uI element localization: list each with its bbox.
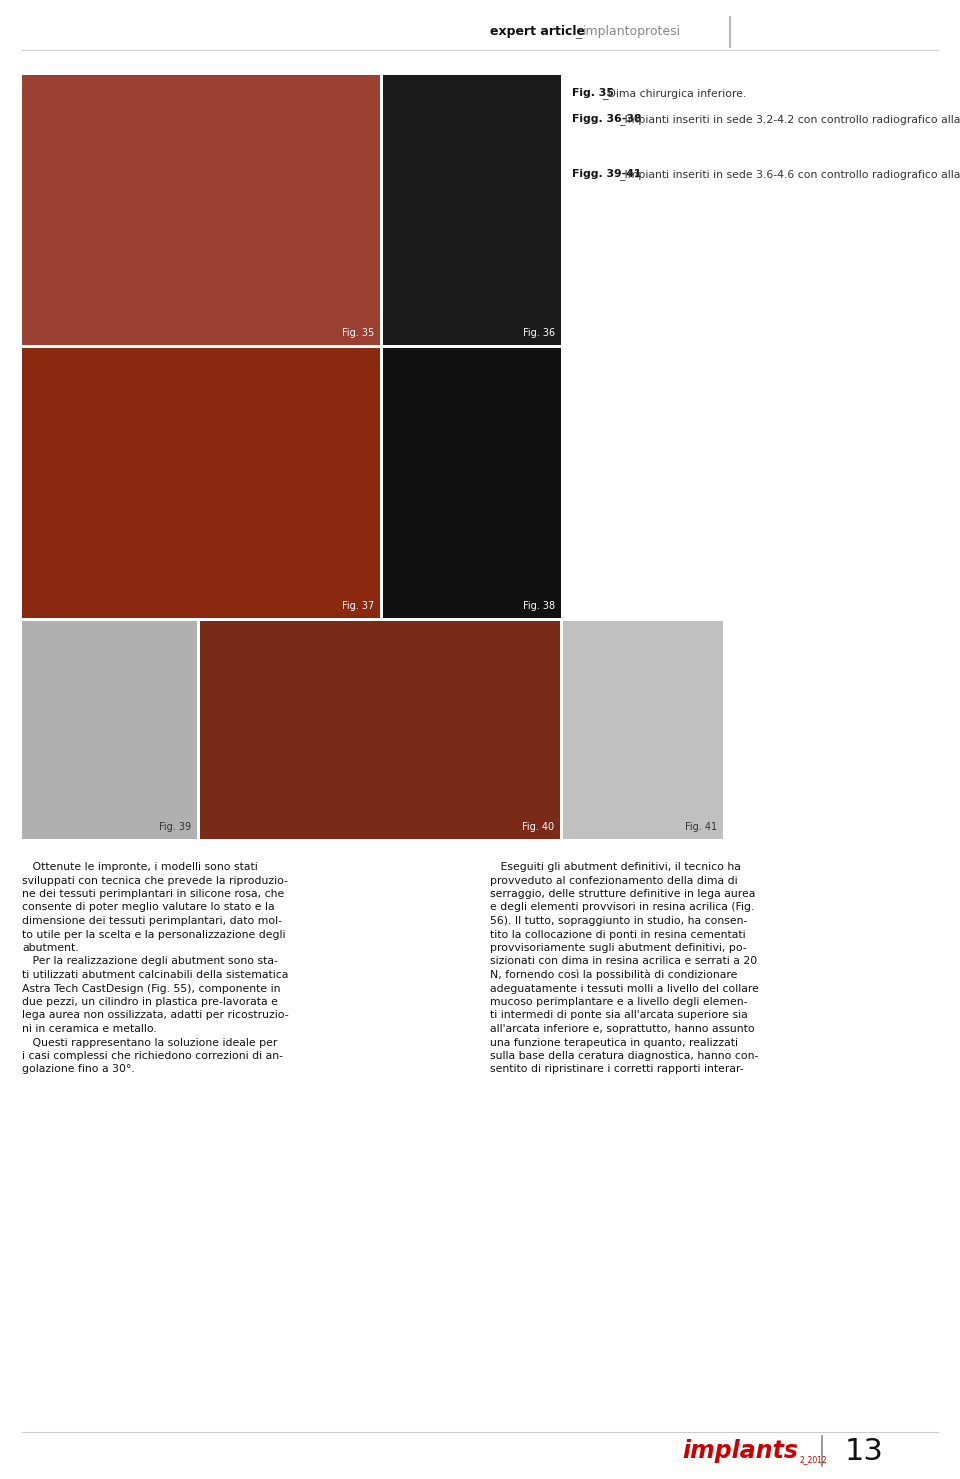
Bar xyxy=(22,348,380,618)
Text: sizionati con dima in resina acrilica e serrati a 20: sizionati con dima in resina acrilica e … xyxy=(490,957,757,966)
Text: Fig. 37: Fig. 37 xyxy=(342,600,374,611)
Text: to utile per la scelta e la personalizzazione degli: to utile per la scelta e la personalizza… xyxy=(22,929,285,939)
Bar xyxy=(383,75,561,345)
Text: sviluppati con tecnica che prevede la riproduzio-: sviluppati con tecnica che prevede la ri… xyxy=(22,876,288,886)
Text: 13: 13 xyxy=(845,1436,884,1466)
Text: Fig. 39: Fig. 39 xyxy=(158,822,191,833)
Text: sentito di ripristinare i corretti rapporti interar-: sentito di ripristinare i corretti rappo… xyxy=(490,1065,744,1075)
Text: dimensione dei tessuti perimplantari, dato mol-: dimensione dei tessuti perimplantari, da… xyxy=(22,916,282,926)
Bar xyxy=(22,621,197,839)
Text: implantoprotesi: implantoprotesi xyxy=(583,25,682,38)
Text: Fig. 38: Fig. 38 xyxy=(523,600,555,611)
Text: 2_2012: 2_2012 xyxy=(800,1455,828,1464)
Text: una funzione terapeutica in quanto, realizzati: una funzione terapeutica in quanto, real… xyxy=(490,1037,738,1047)
Text: ti utilizzati abutment calcinabili della sistematica: ti utilizzati abutment calcinabili della… xyxy=(22,970,288,981)
Bar xyxy=(383,348,561,618)
Text: provvisoriamente sugli abutment definitivi, po-: provvisoriamente sugli abutment definiti… xyxy=(490,944,747,952)
Text: 56). Il tutto, sopraggiunto in studio, ha consen-: 56). Il tutto, sopraggiunto in studio, h… xyxy=(490,916,748,926)
Text: consente di poter meglio valutare lo stato e la: consente di poter meglio valutare lo sta… xyxy=(22,902,275,913)
Text: tito la collocazione di ponti in resina cementati: tito la collocazione di ponti in resina … xyxy=(490,929,746,939)
Text: sulla base della ceratura diagnostica, hanno con-: sulla base della ceratura diagnostica, h… xyxy=(490,1052,758,1060)
Text: all'arcata inferiore e, soprattutto, hanno assunto: all'arcata inferiore e, soprattutto, han… xyxy=(490,1023,755,1034)
Text: Figg. 36-38: Figg. 36-38 xyxy=(572,114,641,124)
Text: golazione fino a 30°.: golazione fino a 30°. xyxy=(22,1065,134,1075)
Text: expert article: expert article xyxy=(490,25,585,38)
Text: i casi complessi che richiedono correzioni di an-: i casi complessi che richiedono correzio… xyxy=(22,1052,283,1060)
Text: abutment.: abutment. xyxy=(22,944,79,952)
Text: _Dima chirurgica inferiore.: _Dima chirurgica inferiore. xyxy=(602,87,747,99)
Bar xyxy=(22,75,380,345)
Text: _: _ xyxy=(572,25,587,38)
Text: Fig. 41: Fig. 41 xyxy=(684,822,717,833)
Text: adeguatamente i tessuti molli a livello del collare: adeguatamente i tessuti molli a livello … xyxy=(490,984,758,994)
Text: _Impianti inseriti in sede 3.2-4.2 con controllo radiografico alla base line.: _Impianti inseriti in sede 3.2-4.2 con c… xyxy=(619,114,960,126)
Text: implants: implants xyxy=(682,1439,798,1463)
Text: Ottenute le impronte, i modelli sono stati: Ottenute le impronte, i modelli sono sta… xyxy=(22,862,257,873)
Text: Astra Tech CastDesign (Fig. 55), componente in: Astra Tech CastDesign (Fig. 55), compone… xyxy=(22,984,280,994)
Text: provveduto al confezionamento della dima di: provveduto al confezionamento della dima… xyxy=(490,876,737,886)
Bar xyxy=(200,621,560,839)
Text: lega aurea non ossilizzata, adatti per ricostruzio-: lega aurea non ossilizzata, adatti per r… xyxy=(22,1010,289,1021)
Text: due pezzi, un cilindro in plastica pre-lavorata e: due pezzi, un cilindro in plastica pre-l… xyxy=(22,997,277,1007)
Text: mucoso perimplantare e a livello degli elemen-: mucoso perimplantare e a livello degli e… xyxy=(490,997,748,1007)
Text: ti intermedi di ponte sia all'arcata superiore sia: ti intermedi di ponte sia all'arcata sup… xyxy=(490,1010,748,1021)
Text: Eseguiti gli abutment definitivi, il tecnico ha: Eseguiti gli abutment definitivi, il tec… xyxy=(490,862,741,873)
Text: serraggio, delle strutture definitive in lega aurea: serraggio, delle strutture definitive in… xyxy=(490,889,756,899)
Text: Fig. 35: Fig. 35 xyxy=(572,87,613,98)
Text: Fig. 40: Fig. 40 xyxy=(522,822,554,833)
Text: Figg. 39-41: Figg. 39-41 xyxy=(572,169,641,179)
Text: Fig. 35: Fig. 35 xyxy=(342,328,374,339)
Text: N, fornendo così la possibilità di condizionare: N, fornendo così la possibilità di condi… xyxy=(490,970,737,981)
Text: ne dei tessuti perimplantari in silicone rosa, che: ne dei tessuti perimplantari in silicone… xyxy=(22,889,284,899)
Text: Questi rappresentano la soluzione ideale per: Questi rappresentano la soluzione ideale… xyxy=(22,1037,277,1047)
Text: Fig. 36: Fig. 36 xyxy=(523,328,555,339)
Bar xyxy=(563,621,723,839)
Text: e degli elementi provvisori in resina acrilica (Fig.: e degli elementi provvisori in resina ac… xyxy=(490,902,755,913)
Text: Per la realizzazione degli abutment sono sta-: Per la realizzazione degli abutment sono… xyxy=(22,957,277,966)
Text: ni in ceramica e metallo.: ni in ceramica e metallo. xyxy=(22,1023,156,1034)
Text: _Impianti inseriti in sede 3.6-4.6 con controllo radiografico alla base line.: _Impianti inseriti in sede 3.6-4.6 con c… xyxy=(619,169,960,180)
